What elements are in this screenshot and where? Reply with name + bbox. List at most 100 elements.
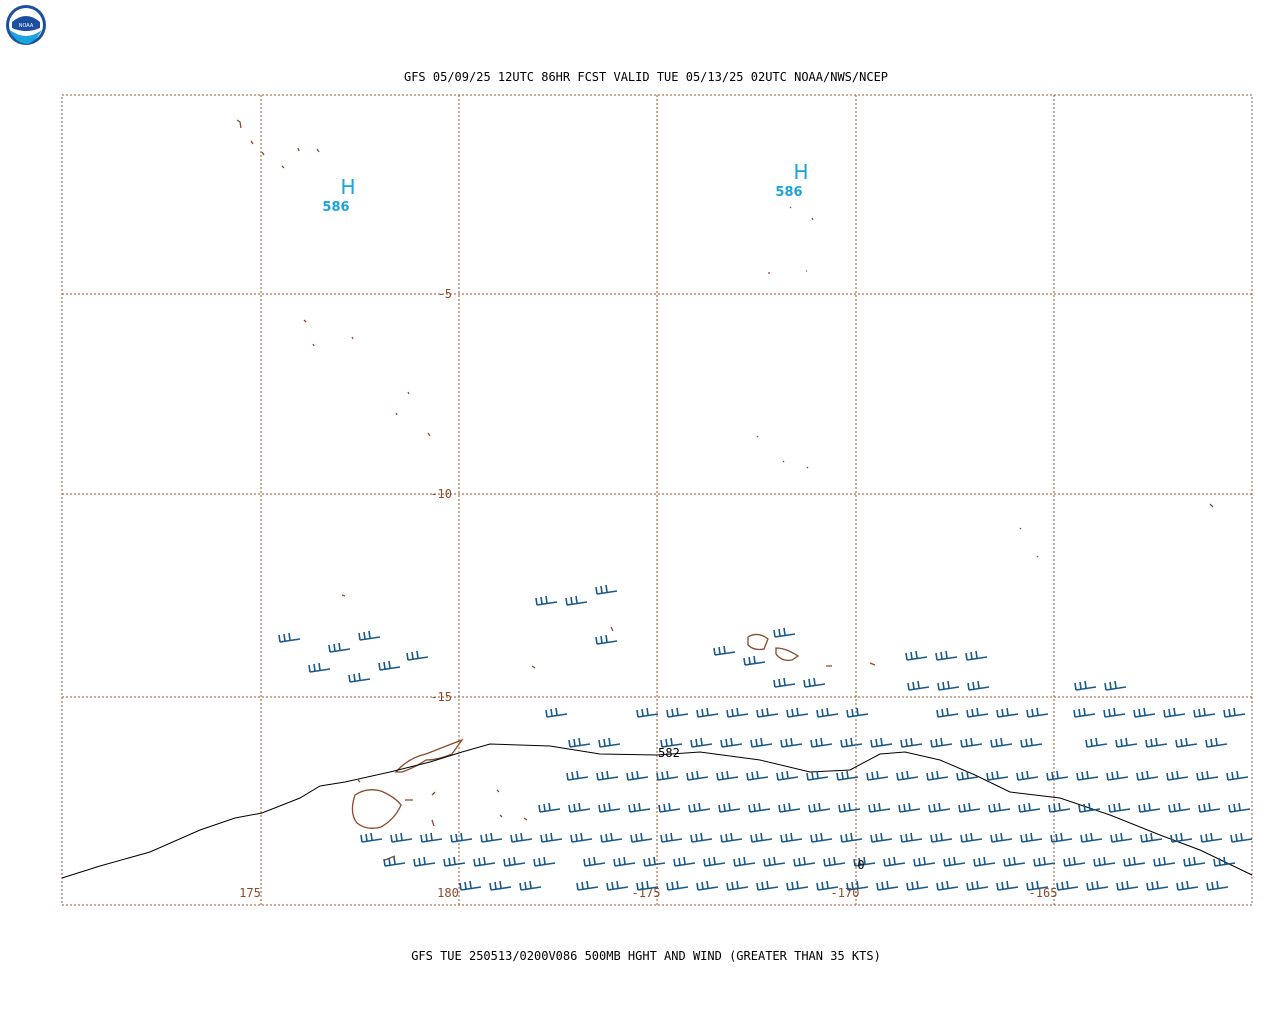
wind-barb: [328, 642, 351, 653]
wind-barb: [383, 856, 406, 867]
contour-label: 582: [658, 746, 680, 760]
wind-barb: [1123, 856, 1146, 867]
wind-barb: [450, 832, 473, 843]
wind-barb: [803, 677, 826, 688]
wind-barb: [743, 655, 766, 666]
wind-barb: [703, 856, 726, 867]
wind-barb: [883, 856, 906, 867]
wind-barb: [1175, 737, 1198, 748]
wind-barb: [358, 630, 381, 641]
wind-barb: [928, 802, 951, 813]
wind-barb: [966, 880, 989, 891]
wind-barb: [1033, 856, 1056, 867]
wind-barb: [720, 832, 743, 843]
wind-barb: [540, 832, 563, 843]
wind-barb: [308, 662, 331, 673]
wind-barb: [1018, 802, 1041, 813]
wind-barb: [690, 832, 713, 843]
wind-barb: [808, 802, 831, 813]
wind-barb: [459, 880, 482, 891]
wind-barb: [816, 707, 839, 718]
wind-barb: [965, 650, 988, 661]
wind-barb: [658, 802, 681, 813]
wind-barb: [996, 707, 1019, 718]
wind-barb: [600, 832, 623, 843]
wind-barb: [990, 737, 1013, 748]
wind-barb: [1108, 802, 1131, 813]
wind-barb: [360, 832, 383, 843]
wind-barb: [696, 707, 719, 718]
wind-barb: [696, 880, 719, 891]
wind-barb: [1106, 770, 1129, 781]
wind-barbs: [278, 584, 1253, 891]
wind-barb: [1076, 770, 1099, 781]
wind-barb: [1046, 770, 1069, 781]
wind-barb: [636, 880, 659, 891]
wind-barb: [1020, 737, 1043, 748]
wind-barb: [1116, 880, 1139, 891]
svg-text:NOAA: NOAA: [19, 23, 34, 29]
wind-barb: [595, 634, 618, 645]
wind-barb: [1080, 832, 1103, 843]
wind-barb: [1133, 707, 1156, 718]
wind-barb: [673, 856, 696, 867]
wind-barb: [870, 737, 893, 748]
high-symbol: H: [793, 160, 808, 184]
wind-barb: [1056, 880, 1079, 891]
wind-barb: [630, 832, 653, 843]
wind-barb: [793, 856, 816, 867]
wind-barb: [943, 856, 966, 867]
wind-barb: [1020, 832, 1043, 843]
wind-barb: [545, 707, 568, 718]
wind-barb: [1196, 770, 1219, 781]
wind-barb: [763, 856, 786, 867]
wind-barb: [660, 832, 683, 843]
wind-barb: [868, 802, 891, 813]
wind-barb: [636, 707, 659, 718]
lat-label: -15: [430, 690, 452, 704]
wind-barb: [1205, 737, 1228, 748]
wind-barb: [1223, 707, 1246, 718]
wind-barb: [643, 856, 666, 867]
wind-barb: [565, 595, 588, 606]
wind-barb: [489, 880, 512, 891]
wind-barb: [443, 856, 466, 867]
wind-barb: [926, 770, 949, 781]
high-symbol: H: [340, 175, 355, 199]
wind-barb: [1104, 680, 1127, 691]
wind-barb: [713, 645, 736, 656]
wind-barb: [1146, 880, 1169, 891]
wind-barb: [966, 707, 989, 718]
wind-barb: [846, 707, 869, 718]
wind-barb: [756, 707, 779, 718]
wind-barb: [900, 737, 923, 748]
wind-barb: [628, 802, 651, 813]
wind-barb: [1206, 880, 1229, 891]
wind-barb: [1168, 802, 1191, 813]
wind-barb: [786, 707, 809, 718]
wind-barb: [519, 880, 542, 891]
wind-barb: [1176, 880, 1199, 891]
wind-barb: [773, 677, 796, 688]
wind-barb: [1170, 832, 1193, 843]
wind-barb: [566, 770, 589, 781]
wind-barb: [1138, 802, 1161, 813]
wind-barb: [1145, 737, 1168, 748]
wind-barb: [960, 737, 983, 748]
wind-barb: [406, 650, 429, 661]
wind-barb: [840, 737, 863, 748]
wind-barb: [776, 770, 799, 781]
wind-barb: [568, 802, 591, 813]
wind-barb: [907, 680, 930, 691]
wind-barb: [1198, 802, 1221, 813]
wind-barb: [816, 880, 839, 891]
wind-barb: [473, 856, 496, 867]
islands: [236, 119, 1214, 861]
wind-barb: [660, 737, 683, 748]
high-value: 586: [775, 185, 802, 200]
height-contour: [61, 743, 1253, 879]
wind-barb: [576, 880, 599, 891]
wind-barb: [1213, 856, 1236, 867]
wind-barb: [503, 856, 526, 867]
wind-barb: [876, 880, 899, 891]
